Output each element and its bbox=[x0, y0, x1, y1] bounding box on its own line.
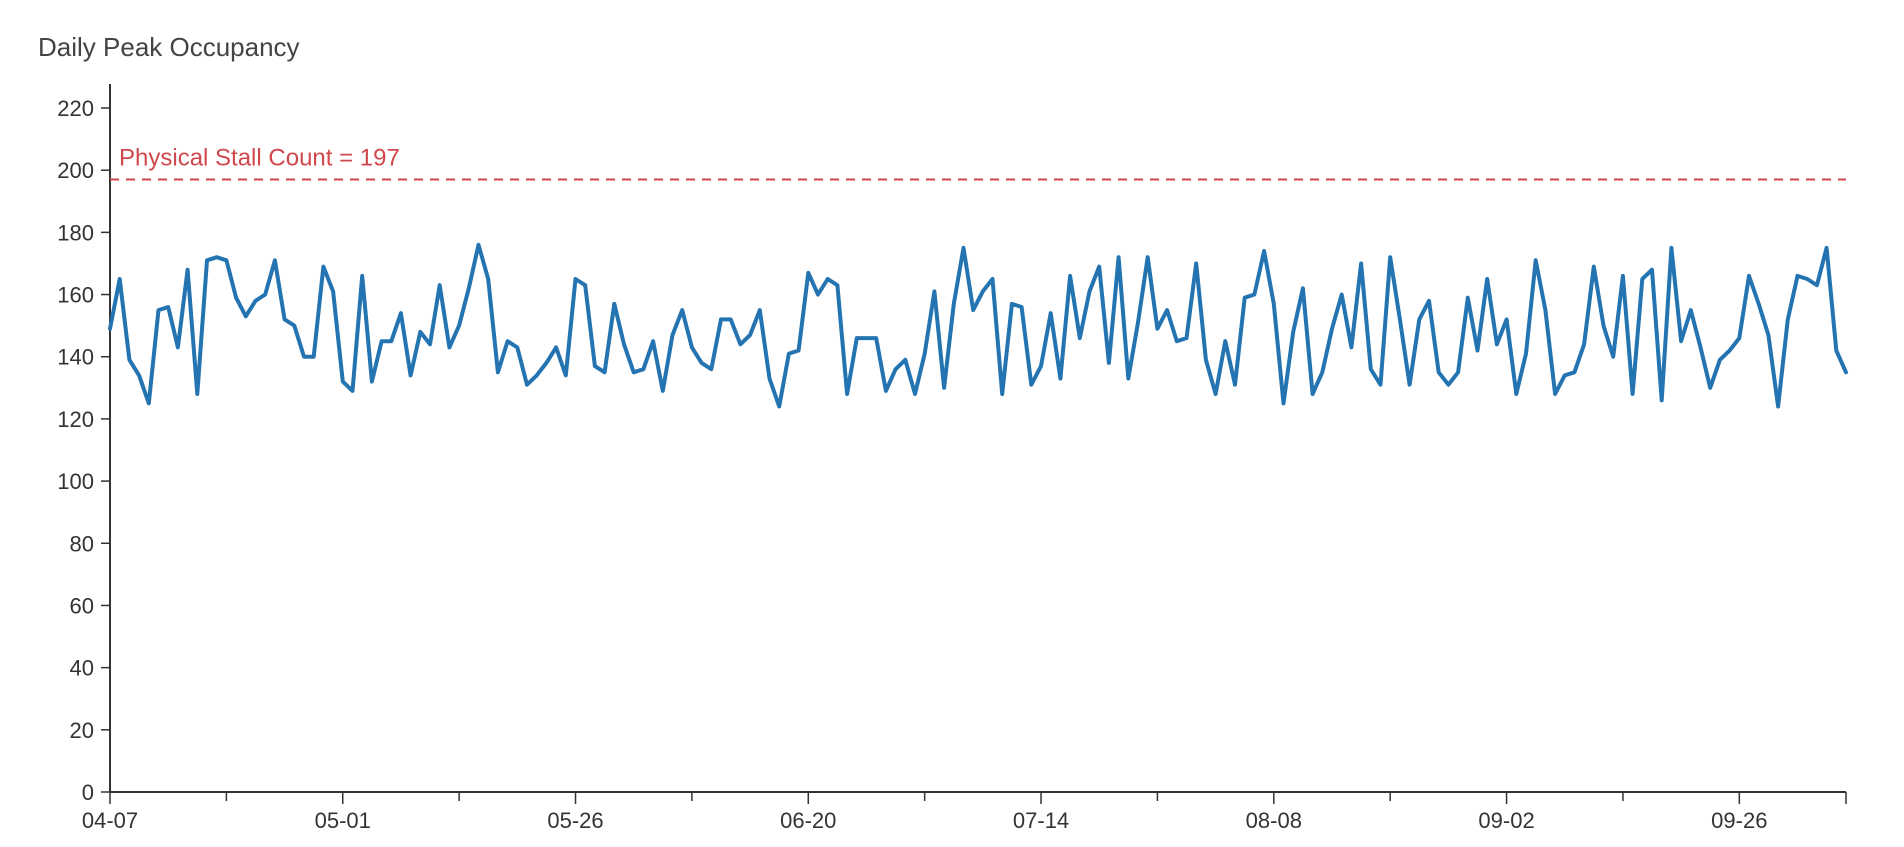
chart-title: Daily Peak Occupancy bbox=[38, 32, 300, 62]
y-tick-label: 100 bbox=[57, 469, 94, 494]
y-tick-label: 180 bbox=[57, 220, 94, 245]
x-tick-label: 09-02 bbox=[1478, 808, 1534, 833]
x-tick-label: 08-08 bbox=[1246, 808, 1302, 833]
x-tick-label: 09-26 bbox=[1711, 808, 1767, 833]
y-tick-label: 0 bbox=[82, 780, 94, 805]
y-tick-label: 220 bbox=[57, 96, 94, 121]
y-tick-label: 80 bbox=[70, 531, 94, 556]
y-tick-label: 60 bbox=[70, 593, 94, 618]
x-tick-label: 07-14 bbox=[1013, 808, 1069, 833]
peak-occupancy-series-line bbox=[108, 242, 1848, 409]
stall-count-reference-label: Physical Stall Count = 197 bbox=[119, 145, 400, 172]
y-tick-label: 140 bbox=[57, 345, 94, 370]
y-tick-label: 120 bbox=[57, 407, 94, 432]
y-tick-label: 20 bbox=[70, 718, 94, 743]
x-tick-label: 04-07 bbox=[82, 808, 138, 833]
x-tick-label: 05-01 bbox=[315, 808, 371, 833]
x-tick-label: 06-20 bbox=[780, 808, 836, 833]
y-tick-label: 200 bbox=[57, 158, 94, 183]
y-tick-label: 40 bbox=[70, 656, 94, 681]
y-tick-label: 160 bbox=[57, 283, 94, 308]
x-tick-label: 05-26 bbox=[547, 808, 603, 833]
